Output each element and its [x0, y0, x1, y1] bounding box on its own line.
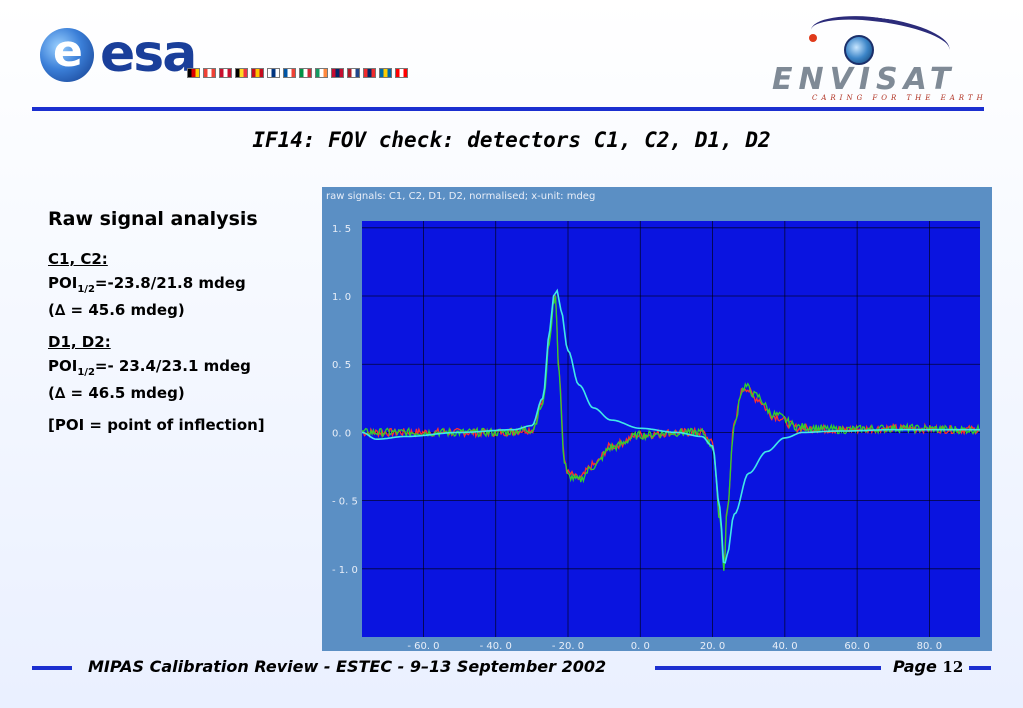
- header-divider: [32, 107, 984, 111]
- y-tick-label: - 0. 5: [332, 497, 358, 508]
- x-tick-label: - 40. 0: [480, 641, 512, 651]
- flag-icon: [219, 68, 232, 78]
- footer-rule-right: [969, 666, 991, 670]
- signal-chart: raw signals: C1, C2, D1, D2, normalised;…: [322, 187, 992, 651]
- page-label: Page: [893, 657, 937, 676]
- series-line: [361, 288, 980, 564]
- flag-icon: [331, 68, 344, 78]
- analysis-notes: Raw signal analysis C1, C2: POI1/2=-23.8…: [48, 208, 318, 434]
- c-poi-subscript: 1/2: [77, 284, 95, 295]
- c-group-label: C1, C2:: [48, 250, 108, 268]
- flag-icon: [187, 68, 200, 78]
- envisat-logo: ENVISAT CARING FOR THE EARTH: [772, 8, 983, 105]
- d-group-label: D1, D2:: [48, 333, 111, 351]
- c-poi-value: =-23.8/21.8 mdeg: [94, 274, 246, 292]
- y-tick-label: 0. 5: [332, 360, 351, 371]
- flag-icon: [283, 68, 296, 78]
- d-poi-value: =- 23.4/23.1 mdeg: [94, 357, 251, 375]
- flag-icon: [251, 68, 264, 78]
- esa-logo-letter: e: [53, 26, 83, 77]
- flag-icon: [235, 68, 248, 78]
- x-tick-label: 60. 0: [844, 641, 869, 651]
- notes-heading: Raw signal analysis: [48, 208, 258, 230]
- esa-logo: e esa: [38, 22, 438, 92]
- flag-icon: [395, 68, 408, 78]
- x-tick-label: 20. 0: [700, 641, 725, 651]
- y-tick-label: 0. 0: [332, 428, 351, 439]
- footer-text: MIPAS Calibration Review - ESTEC - 9–13 …: [88, 657, 607, 676]
- flag-icon: [363, 68, 376, 78]
- x-tick-label: - 20. 0: [552, 641, 584, 651]
- page-indicator: Page 12: [893, 657, 963, 676]
- c-poi-line: POI1/2=-23.8/21.8 mdeg: [48, 274, 318, 295]
- member-state-flags: [187, 68, 408, 78]
- footer-rule-left: [32, 666, 72, 670]
- envisat-logo-dot: [809, 34, 817, 42]
- x-tick-label: - 60. 0: [407, 641, 439, 651]
- footer-rule-middle: [655, 666, 881, 670]
- d-poi-line: POI1/2=- 23.4/23.1 mdeg: [48, 357, 318, 378]
- envisat-logo-text: ENVISAT: [772, 62, 957, 97]
- c-delta-line: (∆ = 45.6 mdeg): [48, 301, 185, 319]
- poi-definition: [POI = point of inflection]: [48, 416, 265, 434]
- x-tick-label: 40. 0: [772, 641, 797, 651]
- chart-title: raw signals: C1, C2, D1, D2, normalised;…: [326, 191, 595, 202]
- signal-chart-svg: raw signals: C1, C2, D1, D2, normalised;…: [326, 191, 980, 651]
- flag-icon: [379, 68, 392, 78]
- globe-icon: [844, 35, 874, 65]
- flag-icon: [347, 68, 360, 78]
- page-number: 12: [942, 658, 964, 676]
- x-tick-label: 80. 0: [917, 641, 942, 651]
- d-poi-prefix: POI: [48, 357, 78, 375]
- y-tick-label: - 1. 0: [332, 565, 358, 576]
- flag-icon: [267, 68, 280, 78]
- y-tick-label: 1. 0: [332, 292, 351, 303]
- c-poi-prefix: POI: [48, 274, 78, 292]
- envisat-tagline: CARING FOR THE EARTH: [812, 94, 987, 102]
- flag-icon: [299, 68, 312, 78]
- y-tick-label: 1. 5: [332, 224, 351, 235]
- x-tick-label: 0. 0: [631, 641, 650, 651]
- esa-logo-ball: [40, 28, 94, 82]
- c-detector-group: C1, C2: POI1/2=-23.8/21.8 mdeg (∆ = 45.6…: [48, 250, 318, 319]
- d-poi-subscript: 1/2: [77, 367, 95, 378]
- slide-title: IF14: FOV check: detectors C1, C2, D1, D…: [252, 128, 771, 152]
- flag-icon: [203, 68, 216, 78]
- d-delta-line: (∆ = 46.5 mdeg): [48, 384, 185, 402]
- flag-icon: [315, 68, 328, 78]
- esa-logo-text: esa: [100, 24, 197, 84]
- d-detector-group: D1, D2: POI1/2=- 23.4/23.1 mdeg (∆ = 46.…: [48, 333, 318, 402]
